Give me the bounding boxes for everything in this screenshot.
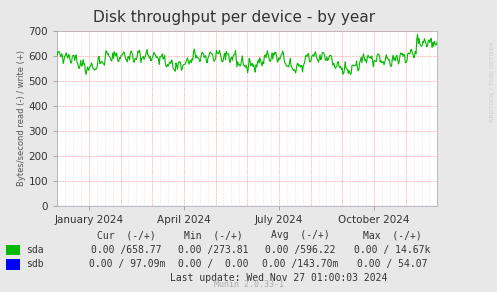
Text: 0.00 /273.81: 0.00 /273.81: [178, 245, 249, 255]
Text: 0.00 / 97.09m: 0.00 / 97.09m: [88, 259, 165, 269]
Text: 0.00 / 54.07: 0.00 / 54.07: [357, 259, 428, 269]
Text: Munin 2.0.33-1: Munin 2.0.33-1: [214, 280, 283, 289]
Text: sdb: sdb: [26, 259, 43, 269]
Text: RRDTOOL / TOBI OETIKER: RRDTOOL / TOBI OETIKER: [490, 41, 495, 122]
Text: sda: sda: [26, 245, 43, 255]
Text: 0.00 / 14.67k: 0.00 / 14.67k: [354, 245, 431, 255]
Text: 0.00 /  0.00: 0.00 / 0.00: [178, 259, 249, 269]
Text: Avg  (-/+): Avg (-/+): [271, 230, 330, 240]
Text: Min  (-/+): Min (-/+): [184, 230, 243, 240]
Y-axis label: Bytes/second read (-) / write (+): Bytes/second read (-) / write (+): [17, 50, 26, 186]
Text: Last update: Wed Nov 27 01:00:03 2024: Last update: Wed Nov 27 01:00:03 2024: [169, 273, 387, 283]
Text: 0.00 /143.70m: 0.00 /143.70m: [262, 259, 339, 269]
Text: 0.00 /596.22: 0.00 /596.22: [265, 245, 336, 255]
Text: Disk throughput per device - by year: Disk throughput per device - by year: [92, 10, 375, 25]
Text: Cur  (-/+): Cur (-/+): [97, 230, 156, 240]
Text: Max  (-/+): Max (-/+): [363, 230, 422, 240]
Text: 0.00 /658.77: 0.00 /658.77: [91, 245, 162, 255]
